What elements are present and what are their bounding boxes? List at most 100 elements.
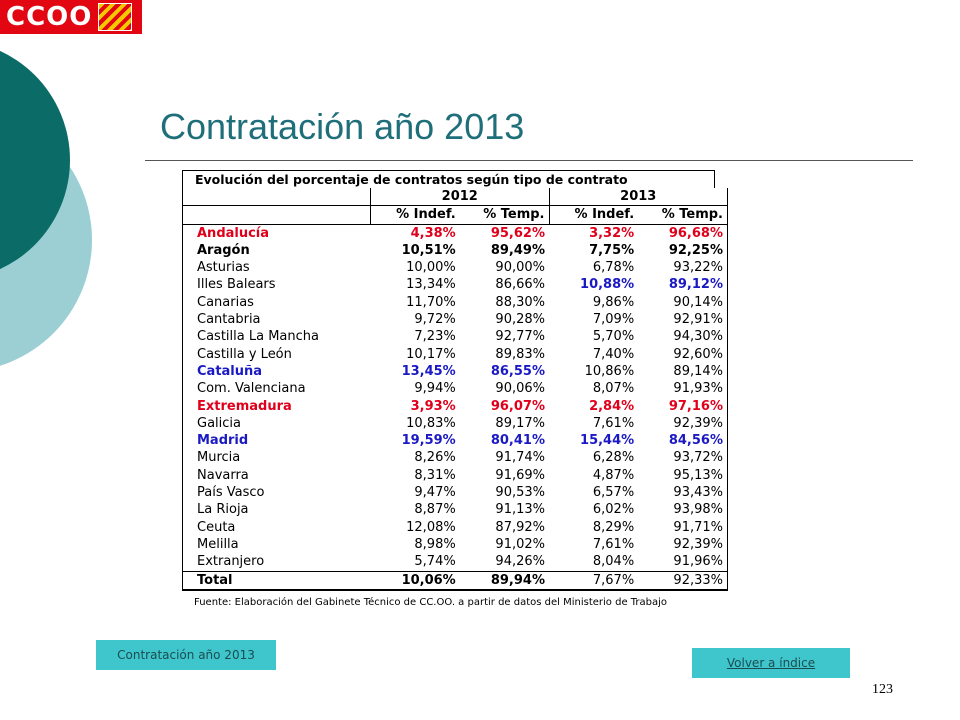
indef-2012-cell: 3,93% (410, 398, 456, 414)
temp-2012-cell: 89,83% (495, 346, 545, 362)
indef-2013-cell: 8,29% (592, 519, 635, 535)
temp-2013-cell: 92,33% (638, 570, 729, 591)
year-2012-header: 2012 (370, 188, 549, 207)
table-row: Cataluña 13,45% 86,55% 10,86% 89,14% (181, 362, 729, 381)
temp-2012-cell: 90,06% (495, 381, 545, 397)
indef-2013-cell: 8,04% (592, 554, 635, 570)
temp-2013-cell: 96,68% (638, 224, 729, 242)
aragon-flag-icon (98, 3, 133, 31)
temp-2013-cell: 92,91% (638, 311, 729, 329)
indef-2013-cell: 5,70% (592, 329, 635, 345)
table-row: Canarias 11,70% 88,30% 9,86% 90,14% (181, 293, 729, 312)
temp-2012-cell: 87,92% (495, 519, 545, 535)
indef-2012-cell: 9,94% (414, 381, 456, 397)
temp-2013-cell: 92,39% (638, 535, 729, 554)
indef-2012-cell: 8,31% (414, 467, 456, 483)
temp-2012-cell: 94,26% (495, 554, 545, 570)
region-name: Ceuta (181, 518, 371, 536)
back-to-index-link[interactable]: Volver a índice (692, 648, 850, 678)
title-divider (145, 160, 913, 161)
subheader-temp-2013: % Temp. (638, 205, 729, 225)
indef-2012-cell: 10,83% (406, 415, 456, 431)
slide-title: Contratación año 2013 (160, 106, 525, 147)
region-name: Madrid (181, 432, 371, 450)
indef-2012-cell: 10,17% (406, 346, 456, 362)
table-row: País Vasco 9,47% 90,53% 6,57% 93,43% (181, 484, 729, 502)
table-row: Illes Balears 13,34% 86,66% 10,88% 89,12% (181, 276, 729, 294)
current-section-button[interactable]: Contratación año 2013 (96, 640, 276, 670)
temp-2012-cell: 91,13% (495, 502, 545, 518)
indef-2013-cell: 10,86% (584, 363, 635, 379)
temp-2012-cell: 91,69% (495, 467, 545, 483)
temp-2012-cell: 90,28% (495, 312, 545, 328)
indef-2012-cell: 13,34% (406, 277, 456, 293)
region-name: Total (181, 570, 371, 591)
temp-2012-cell: 86,55% (490, 363, 545, 379)
table-row: Com. Valenciana 9,94% 90,06% 8,07% 91,93% (181, 380, 729, 398)
table-row: Extremadura 3,93% 96,07% 2,84% 97,16% (181, 397, 729, 415)
region-name: Andalucía (181, 224, 371, 242)
temp-2012-cell: 89,94% (459, 570, 549, 591)
indef-2013-cell: 7,61% (592, 415, 635, 431)
table-row: La Rioja 8,87% 91,13% 6,02% 93,98% (181, 501, 729, 519)
table-row: Asturias 10,00% 90,00% 6,78% 93,22% (181, 259, 729, 277)
table-row: Extranjero 5,74% 94,26% 8,04% 91,96% (181, 553, 729, 572)
temp-2012-cell: 95,62% (490, 225, 545, 241)
subheader-indef-2012: % Indef. (370, 205, 460, 225)
indef-2013-cell: 8,07% (592, 381, 635, 397)
contracts-table: 2012 2013 % Indef. % Temp. % Indef. % Te… (181, 188, 729, 591)
source-note: Fuente: Elaboración del Gabinete Técnico… (194, 596, 668, 608)
indef-2013-cell: 6,78% (592, 260, 635, 276)
temp-2013-cell: 92,25% (638, 241, 729, 260)
temp-2013-cell: 92,39% (638, 414, 729, 433)
indef-2013-cell: 7,61% (592, 536, 635, 552)
temp-2013-cell: 93,43% (638, 484, 729, 502)
indef-2012-cell: 10,00% (406, 260, 456, 276)
indef-2012-cell: 19,59% (401, 433, 456, 449)
temp-2013-cell: 84,56% (638, 432, 729, 450)
temp-2013-cell: 91,96% (638, 553, 729, 572)
total-row: Total 10,06% 89,94% 7,67% 92,33% (181, 570, 729, 591)
indef-2013-cell: 15,44% (580, 433, 635, 449)
region-name: Cataluña (181, 362, 371, 381)
contracts-table-container: Evolución del porcentaje de contratos se… (181, 170, 742, 608)
region-name: Aragón (181, 241, 371, 260)
indef-2013-cell: 7,67% (549, 570, 639, 591)
subheader-temp-2012: % Temp. (459, 205, 549, 225)
indef-2012-cell: 13,45% (401, 363, 456, 379)
temp-2012-cell: 92,77% (495, 329, 545, 345)
indef-2012-cell: 8,98% (414, 536, 456, 552)
temp-2012-cell: 90,53% (495, 485, 545, 501)
region-name: Castilla y León (181, 345, 371, 363)
temp-2013-cell: 95,13% (638, 466, 729, 485)
region-name: Navarra (181, 466, 371, 485)
region-name: Galicia (181, 414, 371, 433)
indef-2012-cell: 5,74% (414, 554, 456, 570)
indef-2012-cell: 4,38% (410, 225, 456, 241)
indef-2012-cell: 9,47% (414, 485, 456, 501)
indef-2013-cell: 7,09% (592, 312, 635, 328)
temp-2012-cell: 80,41% (490, 433, 545, 449)
indef-2012-cell: 10,51% (401, 242, 456, 258)
table-row: Castilla La Mancha 7,23% 92,77% 5,70% 94,30% (181, 328, 729, 346)
region-name: Castilla La Mancha (181, 328, 371, 346)
region-name: Melilla (181, 535, 371, 554)
temp-2013-cell: 91,71% (638, 518, 729, 536)
subheader-row: % Indef. % Temp. % Indef. % Temp. (181, 205, 729, 225)
indef-2013-cell: 2,84% (589, 398, 635, 414)
indef-2013-cell: 6,28% (592, 450, 635, 466)
temp-2012-cell: 86,66% (495, 277, 545, 293)
temp-2012-cell: 91,02% (495, 536, 545, 552)
temp-2012-cell: 90,00% (495, 260, 545, 276)
region-name: Canarias (181, 293, 371, 312)
table-row: Cantabria 9,72% 90,28% 7,09% 92,91% (181, 311, 729, 329)
region-name: País Vasco (181, 484, 371, 502)
indef-2012-cell: 7,23% (414, 329, 456, 345)
temp-2013-cell: 97,16% (638, 397, 729, 415)
region-name: Murcia (181, 449, 371, 467)
temp-2013-cell: 90,14% (638, 293, 729, 312)
subheader-indef-2013: % Indef. (548, 205, 639, 225)
region-name: Cantabria (181, 311, 371, 329)
temp-2013-cell: 89,12% (638, 276, 729, 294)
temp-2013-cell: 93,72% (638, 449, 729, 467)
